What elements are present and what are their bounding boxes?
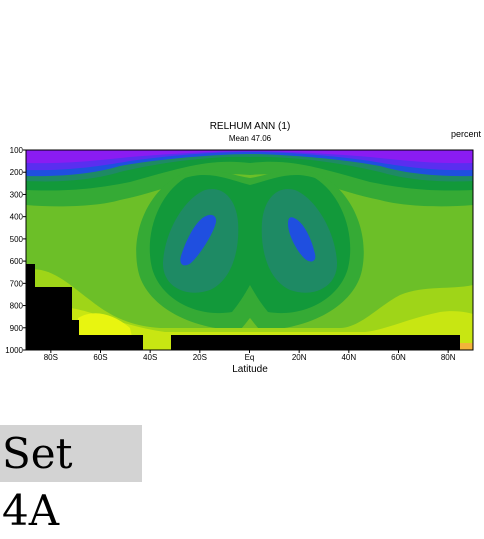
y-tick-label: 400 — [10, 213, 24, 222]
x-tick-label: 60S — [93, 353, 107, 362]
x-tick-label: Eq — [245, 353, 255, 362]
x-tick-label: 20S — [193, 353, 207, 362]
units-label: percent — [451, 129, 482, 139]
y-tick-label: 1000 — [5, 346, 23, 355]
y-tick-label: 800 — [10, 302, 24, 311]
plot-area — [26, 150, 473, 350]
x-tick-label: 60N — [391, 353, 406, 362]
x-tick-label: 80S — [44, 353, 58, 362]
x-tick-label: 20N — [292, 353, 307, 362]
y-tick-label: 300 — [10, 190, 24, 199]
chart-title: RELHUM ANN (1) — [210, 121, 291, 132]
y-tick-label: 500 — [10, 235, 24, 244]
y-tick-label: 100 — [10, 146, 24, 155]
y-axis: 100 200 300 400 500 600 700 800 900 1000 — [5, 146, 26, 355]
x-axis-label: Latitude — [232, 364, 268, 375]
x-tick-label: 80N — [441, 353, 456, 362]
x-tick-label: 40N — [341, 353, 356, 362]
chart-subtitle: Mean 47.06 — [229, 134, 272, 143]
y-tick-label: 600 — [10, 257, 24, 266]
set-label: Set 4A — [0, 425, 142, 482]
y-tick-label: 900 — [10, 324, 24, 333]
lev-orange-spot — [460, 343, 473, 350]
y-tick-label: 200 — [10, 168, 24, 177]
relhum-chart: RELHUM ANN (1) Mean 47.06 percent 100 200… — [0, 0, 484, 425]
y-tick-label: 700 — [10, 279, 24, 288]
x-axis: 80S 60S 40S 20S Eq 20N 40N 60N 80N — [44, 350, 456, 362]
x-tick-label: 40S — [143, 353, 157, 362]
